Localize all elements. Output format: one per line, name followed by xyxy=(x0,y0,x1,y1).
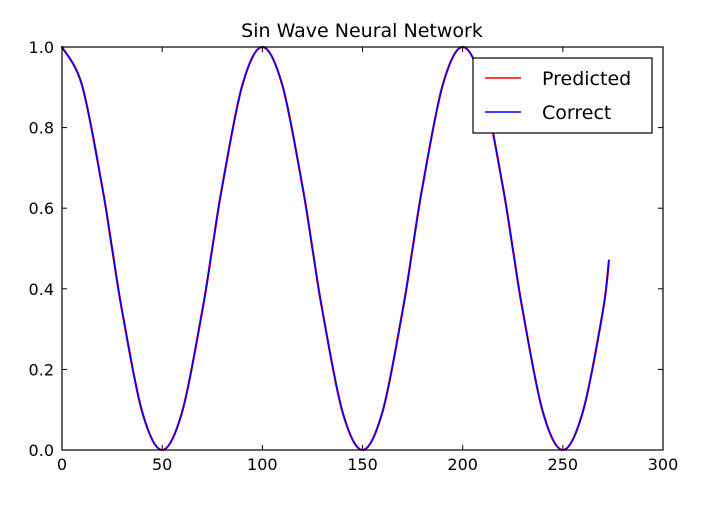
x-tick-label: 200 xyxy=(447,455,478,474)
legend-box xyxy=(472,57,653,134)
y-tick-label: 0.6 xyxy=(29,199,54,218)
x-tick-label: 150 xyxy=(347,455,378,474)
x-tick-label: 100 xyxy=(247,455,278,474)
x-tick-label: 50 xyxy=(152,455,172,474)
y-tick-label: 0.0 xyxy=(29,441,54,460)
series-line-correct xyxy=(61,46,610,451)
y-tick-label: 0.4 xyxy=(29,280,54,299)
y-tick-label: 1.0 xyxy=(29,38,54,57)
x-tick-label: 250 xyxy=(548,455,579,474)
legend: Predicted Correct xyxy=(472,57,653,134)
x-tick-label: 300 xyxy=(648,455,679,474)
legend-label-correct: Correct xyxy=(542,102,611,124)
y-tick-label: 0.2 xyxy=(29,360,54,379)
x-tick-label: 0 xyxy=(57,455,67,474)
plot-frame xyxy=(61,46,664,451)
series-group xyxy=(60,45,611,452)
chart-title: Sin Wave Neural Network xyxy=(241,20,483,42)
y-tick-label: 0.8 xyxy=(29,119,54,138)
legend-label-predicted: Predicted xyxy=(542,68,631,90)
axis-tick-labels: 0 50 100 150 200 250 300 0.0 0.2 0.4 0.6 0.8 1.0 xyxy=(29,38,679,474)
